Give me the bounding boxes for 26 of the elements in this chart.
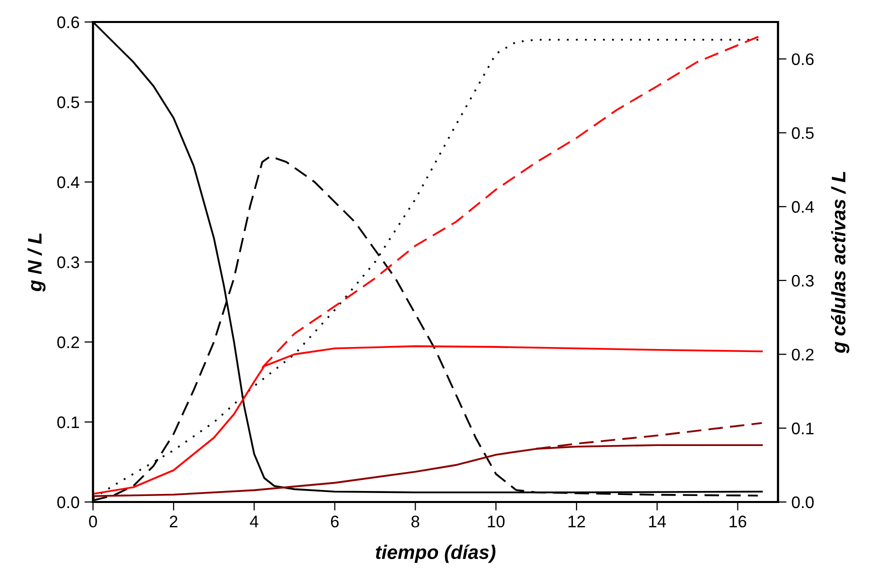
y-axis-title: g N / L	[27, 233, 46, 292]
x-tick-label: 12	[568, 516, 585, 528]
y-tick-label: 0.4	[57, 176, 80, 188]
x-tick-label: 6	[330, 516, 339, 528]
y2-tick-label: 0.4	[792, 201, 814, 213]
x-axis-title: tiempo (días)	[376, 544, 496, 563]
y2-tick-label: 0.3	[792, 274, 814, 287]
x-tick-label: 14	[649, 516, 666, 528]
x-tick-label: 0	[89, 516, 97, 528]
y-tick-label: 0.2	[57, 336, 79, 348]
x-tick-label: 10	[488, 516, 505, 528]
x-tick-label: 4	[250, 516, 258, 528]
y-tick-label: 0.1	[57, 416, 79, 428]
y-tick-label: 0.0	[57, 496, 80, 508]
x-tick-label: 8	[411, 516, 420, 528]
y2-tick-label: 0.2	[792, 348, 814, 361]
y2-tick-label: 0.0	[792, 496, 814, 508]
y2-tick-label: 0.5	[792, 127, 814, 139]
x-tick-label: 16	[730, 516, 746, 528]
y2-tick-label: 0.6	[792, 53, 814, 66]
y-tick-label: 0.3	[57, 256, 80, 268]
x-tick-label: 2	[170, 516, 178, 528]
y-tick-label: 0.6	[57, 16, 80, 28]
y-tick-label: 0.5	[57, 96, 80, 108]
y2-axis-title: g células activas / L	[831, 172, 850, 354]
y2-tick-label: 0.1	[792, 422, 814, 434]
